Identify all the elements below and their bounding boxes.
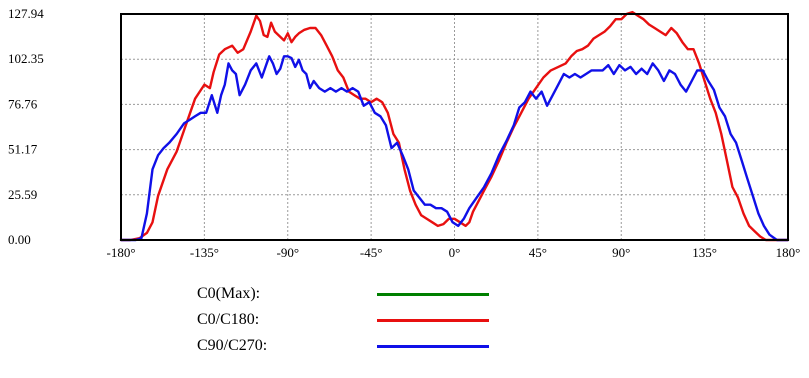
x-tick-label: -45° (360, 245, 383, 260)
plot-frame (120, 13, 789, 241)
series-line-1 (119, 10, 790, 242)
x-tick-label: -180° (106, 245, 135, 260)
x-axis-ticks: -180° -135° -90° -45° 0° 45° 90° 135° 180° (106, 245, 800, 260)
series-line-2 (119, 55, 790, 242)
legend-label-c0-c180: C0/C180: (197, 311, 260, 328)
y-tick-label: 51.17 (8, 142, 38, 157)
x-tick-label: -90° (276, 245, 299, 260)
x-tick-label: 180° (776, 245, 801, 260)
x-tick-label: 45° (529, 245, 547, 260)
y-tick-label: 0.00 (8, 232, 31, 247)
x-tick-label: 0° (449, 245, 461, 260)
polar-curve-chart: 0.00 25.59 51.17 76.76 102.35 127.94 -180° -13… (8, 6, 800, 260)
y-tick-label: 102.35 (8, 51, 44, 66)
y-tick-label: 76.76 (8, 96, 38, 111)
x-tick-label: 90° (612, 245, 630, 260)
y-tick-label: 25.59 (8, 187, 37, 202)
x-tick-label: -135° (190, 245, 219, 260)
legend-label-c0-max: C0(Max): (197, 285, 261, 302)
legend-swatch-c0-max (377, 293, 489, 296)
x-tick-label: 135° (692, 245, 717, 260)
y-axis-ticks: 0.00 25.59 51.17 76.76 102.35 127.94 (8, 6, 44, 247)
y-tick-label: 127.94 (8, 6, 44, 21)
grid-lines (121, 14, 788, 240)
legend-swatch-c0-c180 (377, 319, 489, 322)
series-layer (119, 10, 790, 242)
legend-swatch-c90-c270 (377, 345, 489, 348)
legend-label-c90-c270: C90/C270: (197, 337, 268, 354)
